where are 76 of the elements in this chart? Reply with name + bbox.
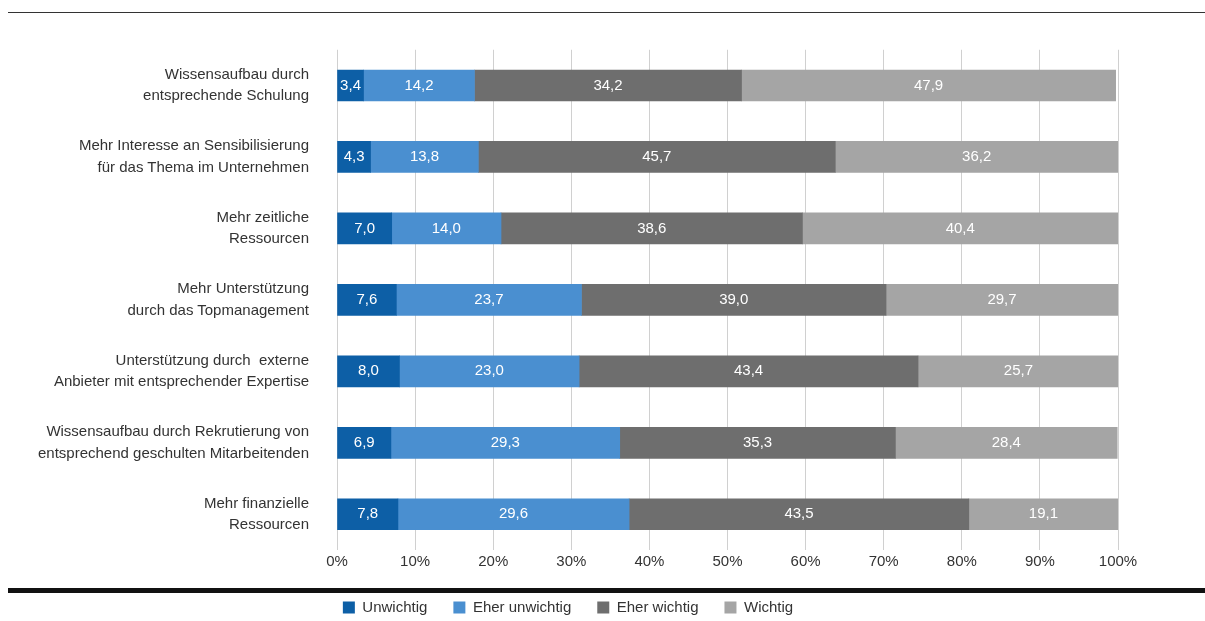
- legend-label: Eher unwichtig: [472, 597, 572, 615]
- bar: [917, 355, 1118, 388]
- bar: [500, 212, 803, 245]
- data-label: 7,8: [357, 504, 379, 522]
- y-tick-label: Mehr zeitliche Ressourcen: [216, 207, 310, 247]
- x-tick-label: 30%: [556, 552, 587, 570]
- x-tick-label: 10%: [400, 552, 431, 570]
- bar: [619, 426, 896, 459]
- data-label: 14,2: [404, 75, 434, 93]
- bar: [391, 212, 502, 245]
- data-label: 23,7: [474, 290, 504, 308]
- data-label: 14,0: [431, 218, 461, 236]
- bar: [581, 284, 887, 316]
- y-tick-label: Wissensaufbau durch entsprechende Schulung: [143, 64, 310, 104]
- bar: [628, 498, 970, 531]
- bar: [741, 69, 1116, 102]
- x-tick-label: 100%: [1098, 552, 1138, 570]
- bar: [802, 212, 1118, 245]
- data-label: 40,4: [945, 218, 975, 236]
- bar: [337, 212, 393, 245]
- data-label: 23,0: [474, 361, 504, 379]
- x-tick-label: 80%: [946, 552, 977, 570]
- data-label: 13,8: [409, 147, 440, 165]
- data-label: 45,7: [642, 147, 672, 165]
- bar: [397, 498, 630, 531]
- x-tick-label: 70%: [868, 552, 899, 570]
- x-tick-label: 90%: [1024, 552, 1055, 570]
- data-label: 25,7: [1003, 361, 1034, 379]
- x-tick-label: 40%: [634, 552, 665, 570]
- data-label: 35,3: [742, 432, 773, 450]
- data-label: 8,0: [358, 361, 379, 379]
- data-label: 34,2: [593, 75, 623, 93]
- bar: [390, 426, 621, 459]
- data-label: 36,2: [962, 147, 992, 165]
- bar: [370, 141, 479, 173]
- data-label: 38,6: [637, 218, 667, 236]
- data-label: 4,3: [343, 147, 365, 165]
- data-label: 6,9: [353, 432, 375, 450]
- data-label: 39,0: [719, 290, 749, 308]
- bar: [399, 355, 580, 388]
- data-label: 29,6: [498, 504, 529, 522]
- bar: [337, 498, 399, 531]
- bar: [895, 426, 1118, 459]
- bar: [578, 355, 919, 388]
- bar: [337, 426, 392, 459]
- data-label: 3,4: [340, 75, 361, 93]
- bar: [337, 284, 397, 316]
- bar: [968, 498, 1118, 531]
- bar: [885, 284, 1118, 316]
- bar: [337, 355, 400, 388]
- y-tick-label: Mehr finanzielle Ressourcen: [203, 493, 310, 533]
- data-label: 29,3: [490, 432, 520, 450]
- legend-label: Wichtig: [743, 597, 794, 615]
- y-tick-label: Unterstützung durch externe Anbieter mit entsprechender Expertise: [53, 350, 310, 390]
- bar: [478, 141, 836, 173]
- bar: [474, 69, 742, 102]
- x-tick-label: 0%: [326, 552, 348, 570]
- data-label: 43,4: [733, 361, 764, 379]
- data-label: 7,6: [356, 290, 378, 308]
- bar: [363, 69, 475, 102]
- x-tick-label: 60%: [790, 552, 821, 570]
- y-tick-label: Wissensaufbau durch Rekrutierung von entsprechend geschulten Mitarbeitenden: [37, 422, 310, 461]
- legend-label: Unwichtig: [362, 597, 428, 615]
- y-tick-label: Mehr Unterstützung durch das Topmanagement: [127, 279, 310, 318]
- data-label: 7,0: [354, 218, 376, 236]
- x-tick-label: 50%: [712, 552, 743, 570]
- x-tick-label: 20%: [478, 552, 509, 570]
- y-tick-label: Mehr Interesse an Sensibilisierung für das Thema im Unternehmen: [78, 136, 310, 175]
- data-label: 19,1: [1028, 504, 1059, 522]
- legend-label: Eher wichtig: [616, 597, 699, 615]
- data-label: 43,5: [784, 504, 814, 522]
- data-label: 28,4: [991, 432, 1021, 450]
- data-label: 47,9: [914, 75, 944, 93]
- bar: [834, 141, 1118, 173]
- data-label: 29,7: [987, 290, 1017, 308]
- bar: [396, 284, 582, 316]
